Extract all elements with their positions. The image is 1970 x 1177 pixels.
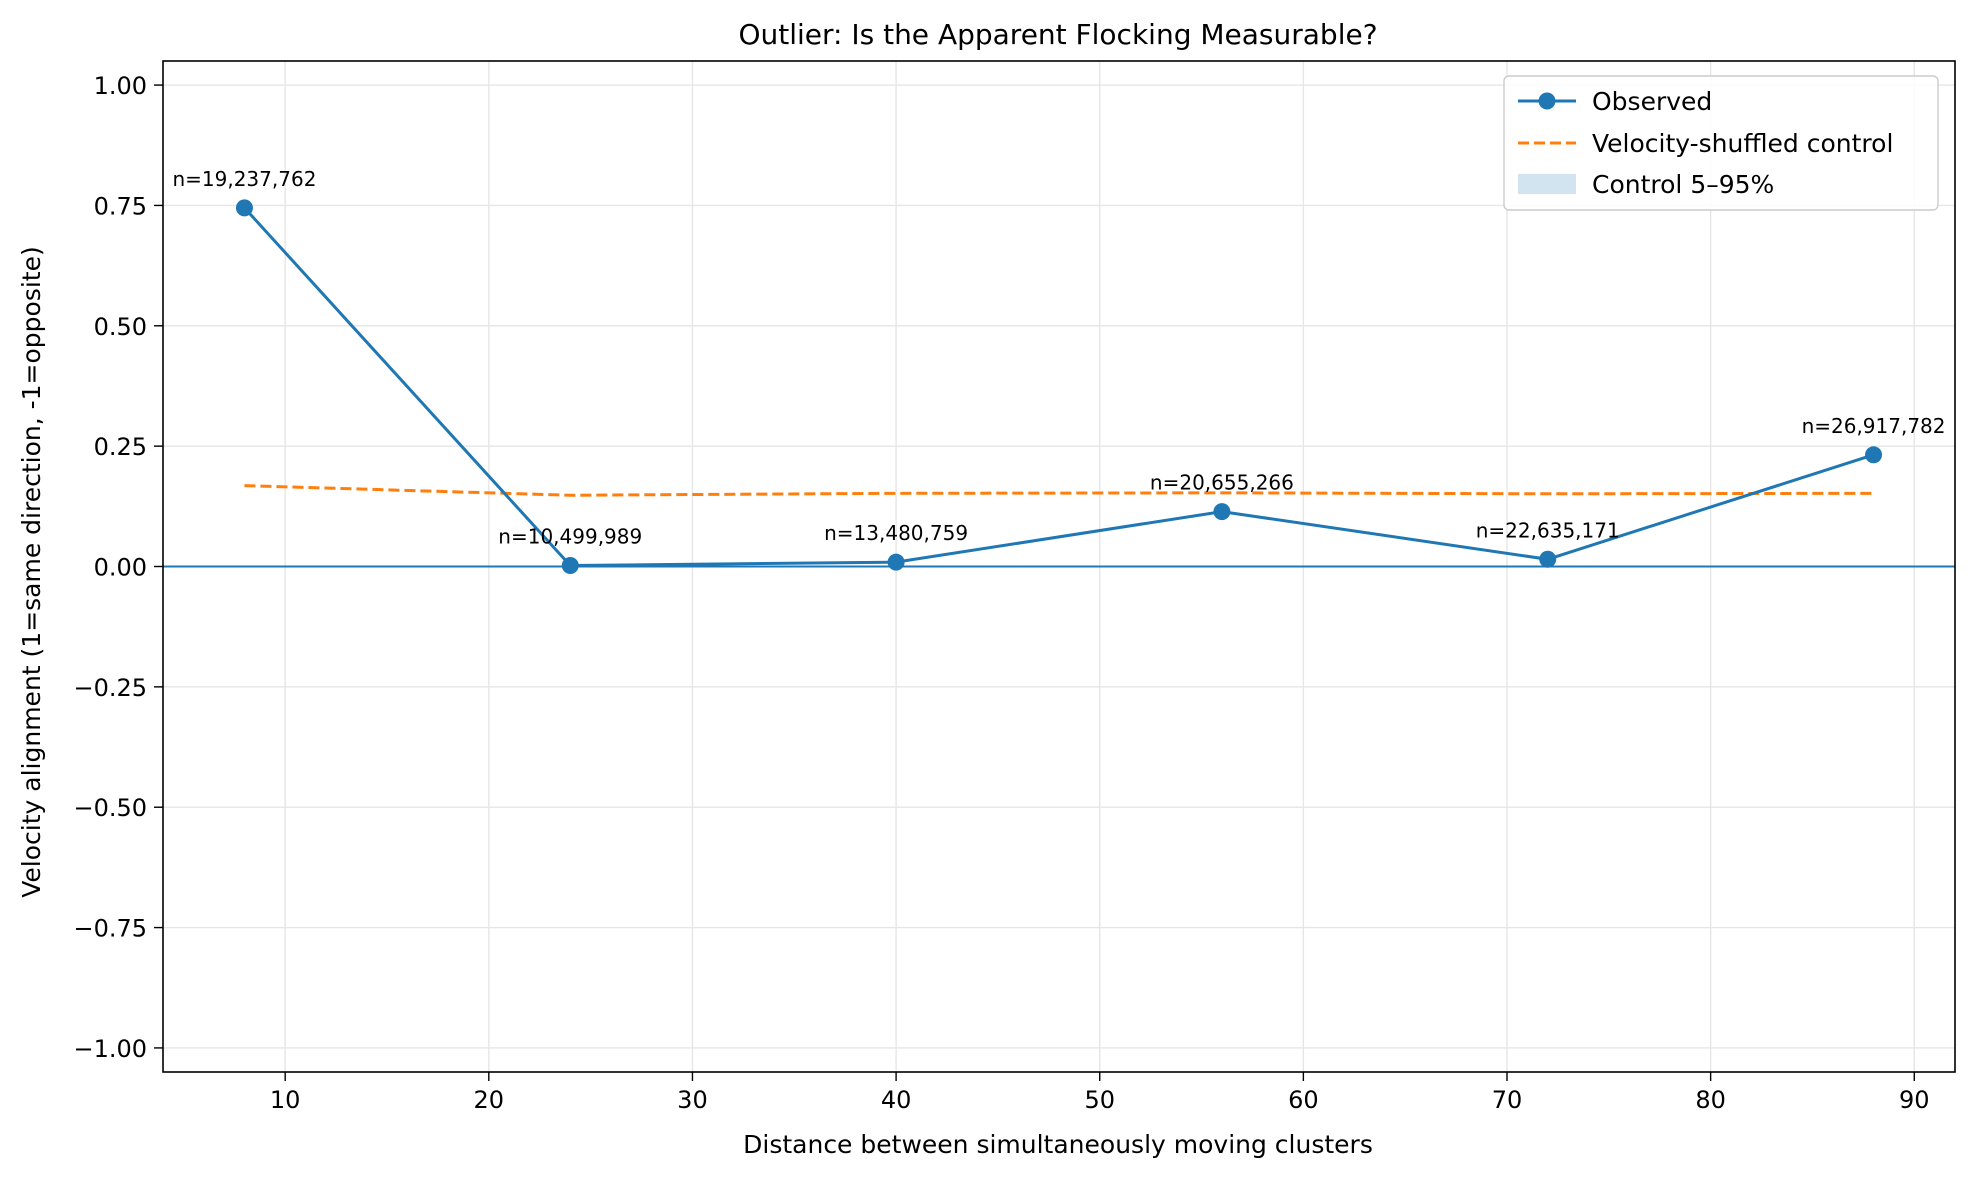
legend: Observed Velocity-shuffled control Control… <box>1503 75 1939 211</box>
point-count-label: n=10,499,989 <box>498 525 642 549</box>
x-axis-label: Distance between simultaneously moving c… <box>743 1130 1373 1159</box>
y-tick-label: 0.25 <box>94 433 147 461</box>
point-label-layer: n=19,237,762 n=10,499,989 n=13,480,759 n=20… <box>172 167 1945 549</box>
y-axis-label: Velocity alignment (1=same direction, -1… <box>17 246 46 897</box>
legend-label-band: Control 5–95% <box>1592 170 1774 199</box>
observed-point <box>887 553 905 571</box>
y-tick-label: 0.50 <box>94 313 147 341</box>
x-tick-label: 90 <box>1899 1086 1930 1114</box>
legend-swatch-band <box>1518 174 1576 194</box>
y-tick-label: −0.50 <box>73 794 147 822</box>
observed-point <box>1865 446 1883 464</box>
point-count-label: n=20,655,266 <box>1150 471 1294 495</box>
x-tick-label: 80 <box>1695 1086 1726 1114</box>
x-tick-label: 20 <box>474 1086 505 1114</box>
x-tick-label: 50 <box>1084 1086 1115 1114</box>
observed-point <box>1539 550 1557 568</box>
legend-label-observed: Observed <box>1592 87 1712 116</box>
point-count-label: n=19,237,762 <box>172 167 316 191</box>
y-tick-label: −0.75 <box>73 915 147 943</box>
x-tick-label: 10 <box>270 1086 301 1114</box>
y-axis: 1.00 0.75 0.50 0.25 0.00 −0.25 −0.50 −0.75 −1.00 <box>73 72 163 1063</box>
legend-marker-observed <box>1538 92 1556 110</box>
y-tick-label: 0.75 <box>94 192 147 220</box>
x-tick-label: 40 <box>881 1086 912 1114</box>
series-layer <box>235 199 1883 575</box>
legend-box <box>1503 75 1939 211</box>
point-count-label: n=26,917,782 <box>1802 414 1946 438</box>
x-tick-label: 70 <box>1492 1086 1523 1114</box>
x-tick-label: 30 <box>677 1086 708 1114</box>
observed-series-line <box>243 206 1875 568</box>
observed-point <box>1213 503 1231 521</box>
y-tick-label: −0.25 <box>73 674 147 702</box>
chart-title: Outlier: Is the Apparent Flocking Measur… <box>738 18 1377 51</box>
legend-label-control: Velocity-shuffled control <box>1592 129 1893 158</box>
observed-point <box>561 557 579 575</box>
point-count-label: n=22,635,171 <box>1476 518 1620 542</box>
y-tick-label: 0.00 <box>94 554 147 582</box>
x-tick-label: 60 <box>1288 1086 1319 1114</box>
point-count-label: n=13,480,759 <box>824 521 968 545</box>
y-tick-label: 1.00 <box>94 72 147 100</box>
y-tick-label: −1.00 <box>73 1035 147 1063</box>
x-axis: 10 20 30 40 50 60 70 80 90 <box>270 1072 1930 1114</box>
observed-point <box>235 199 253 217</box>
